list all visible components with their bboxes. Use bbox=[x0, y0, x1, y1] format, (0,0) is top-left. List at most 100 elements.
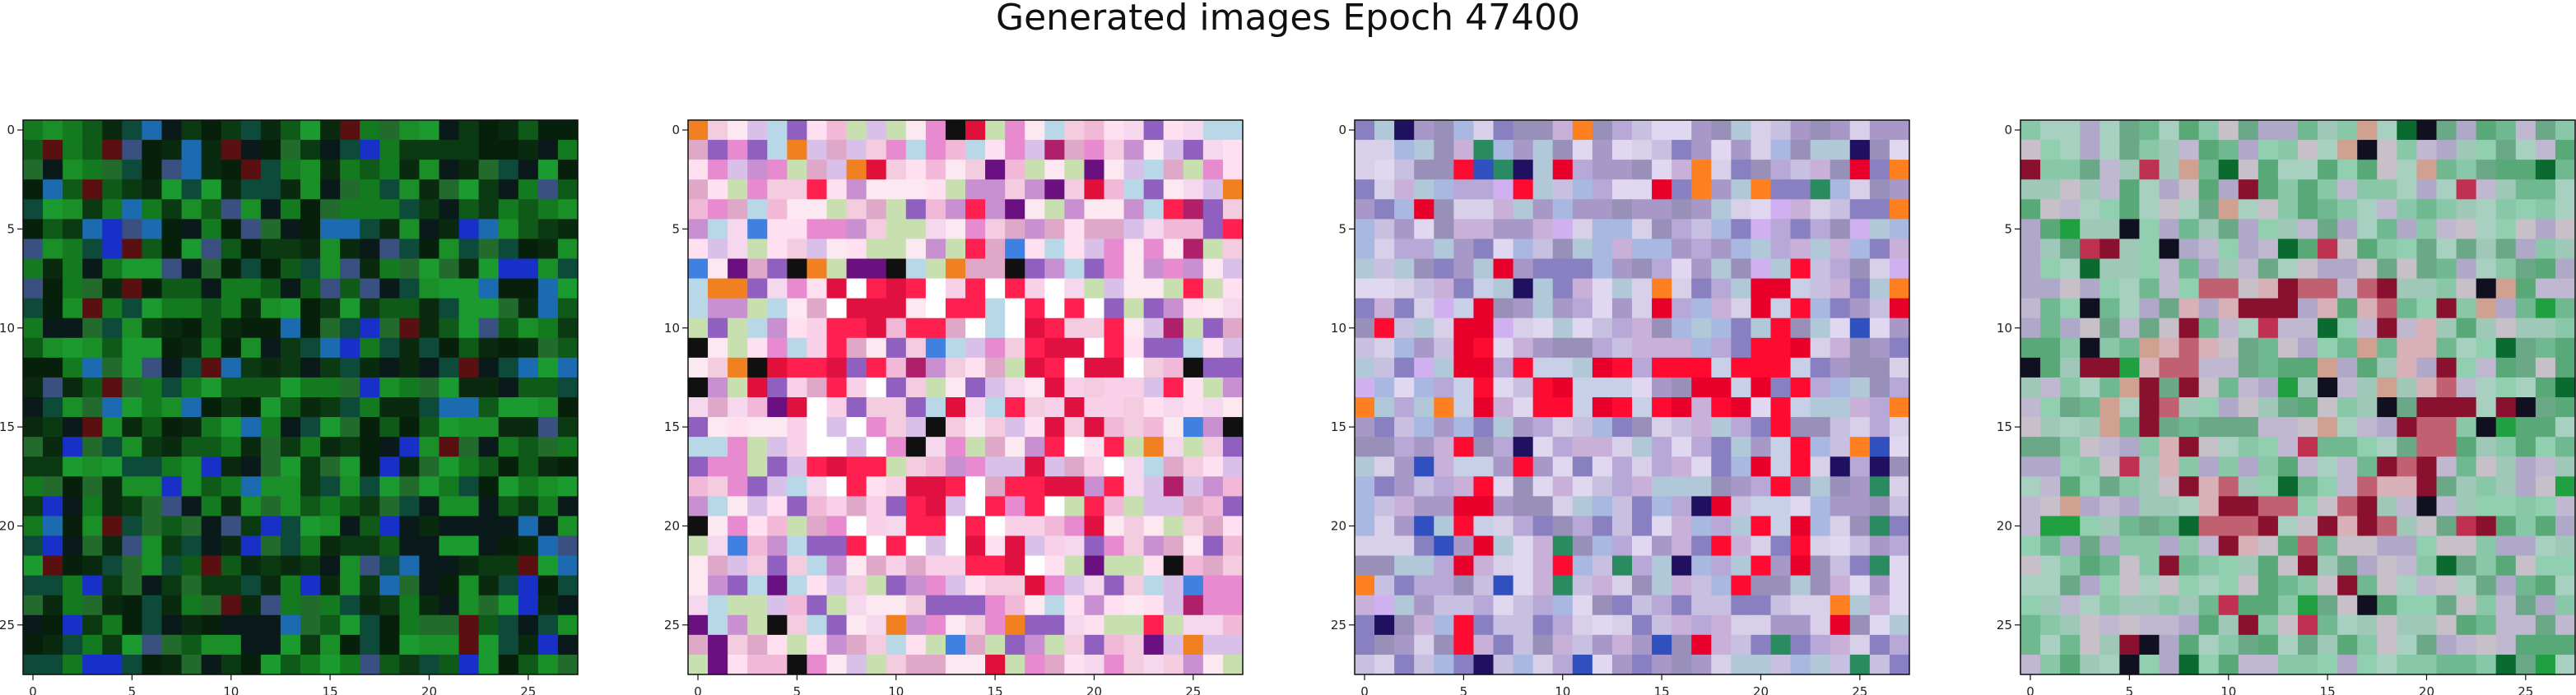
pixel-cell bbox=[1849, 496, 1871, 517]
pixel-cell bbox=[2277, 575, 2299, 596]
pixel-cell bbox=[2198, 456, 2220, 477]
pixel-cell bbox=[807, 278, 828, 299]
pixel-cell bbox=[1751, 535, 1772, 557]
pixel-cell bbox=[1691, 357, 1712, 378]
pixel-cell bbox=[181, 535, 202, 557]
pixel-cell bbox=[240, 397, 262, 418]
pixel-cell bbox=[2535, 654, 2556, 675]
pixel-cell bbox=[2555, 258, 2576, 280]
pixel-cell bbox=[2040, 377, 2061, 398]
pixel-cell bbox=[1394, 278, 1415, 299]
pixel-cell bbox=[728, 160, 748, 180]
pixel-cell bbox=[1374, 496, 1395, 517]
pixel-cell bbox=[63, 160, 83, 180]
pixel-cell bbox=[240, 199, 262, 220]
pixel-cell bbox=[2337, 278, 2358, 299]
pixel-cell bbox=[1414, 140, 1434, 160]
pixel-cell bbox=[2277, 516, 2299, 537]
pixel-cell bbox=[240, 555, 262, 577]
pixel-cell bbox=[82, 476, 103, 497]
pixel-cell bbox=[1869, 595, 1890, 616]
pixel-cell bbox=[300, 278, 321, 299]
pixel-cell bbox=[2080, 575, 2100, 596]
pixel-cell bbox=[688, 476, 709, 497]
pixel-cell bbox=[1202, 595, 1224, 616]
pixel-cell bbox=[2377, 160, 2397, 180]
pixel-cell bbox=[1064, 179, 1086, 200]
pixel-cell bbox=[925, 337, 946, 359]
pixel-cell bbox=[1084, 337, 1105, 359]
pixel-cell bbox=[728, 219, 748, 240]
pixel-cell bbox=[518, 219, 539, 240]
pixel-cell bbox=[1751, 140, 1772, 160]
pixel-cell bbox=[2020, 417, 2041, 438]
pixel-cell bbox=[1751, 476, 1772, 497]
pixel-cell bbox=[1005, 278, 1025, 299]
pixel-cell bbox=[1711, 456, 1732, 477]
pixel-cell bbox=[1025, 120, 1045, 141]
pixel-cell bbox=[2416, 614, 2438, 636]
pixel-cell bbox=[23, 476, 44, 497]
pixel-cell bbox=[557, 456, 579, 477]
pixel-cell bbox=[2436, 120, 2457, 141]
pixel-cell bbox=[122, 317, 143, 339]
pixel-cell bbox=[866, 160, 887, 180]
pixel-cell bbox=[2377, 535, 2397, 557]
pixel-cell bbox=[846, 140, 867, 160]
pixel-cell bbox=[807, 160, 828, 180]
pixel-cell bbox=[379, 278, 400, 299]
pixel-cell bbox=[1849, 239, 1871, 260]
pixel-cell bbox=[1202, 179, 1224, 200]
pixel-cell bbox=[905, 614, 927, 636]
pixel-cell bbox=[23, 160, 44, 180]
pixel-cell bbox=[2020, 357, 2041, 378]
pixel-cell bbox=[221, 298, 242, 319]
pixel-cell bbox=[1770, 258, 1792, 280]
pixel-cell bbox=[518, 437, 539, 457]
pixel-cell bbox=[1889, 377, 1910, 398]
pixel-cell bbox=[1652, 278, 1672, 299]
pixel-cell bbox=[43, 278, 63, 299]
pixel-cell bbox=[1005, 595, 1025, 616]
pixel-cell bbox=[2515, 614, 2536, 636]
pixel-cell bbox=[82, 614, 103, 636]
pixel-cell bbox=[458, 535, 480, 557]
pixel-cell bbox=[1414, 377, 1434, 398]
pixel-cell bbox=[518, 258, 539, 280]
pixel-cell bbox=[2555, 417, 2576, 438]
pixel-cell bbox=[1025, 496, 1045, 517]
pixel-cell bbox=[2397, 298, 2418, 319]
x-tick-label: 15 bbox=[323, 684, 338, 695]
pixel-cell bbox=[1434, 160, 1454, 180]
pixel-cell bbox=[122, 199, 143, 220]
pixel-cell bbox=[240, 476, 262, 497]
pixel-cell bbox=[2080, 298, 2100, 319]
pixel-cell bbox=[1084, 179, 1105, 200]
pixel-cell bbox=[2257, 258, 2279, 280]
pixel-cell bbox=[161, 298, 183, 319]
pixel-cell bbox=[826, 476, 848, 497]
pixel-cell bbox=[846, 239, 867, 260]
pixel-cell bbox=[2495, 199, 2517, 220]
pixel-cell bbox=[1810, 160, 1831, 180]
pixel-cell bbox=[1163, 120, 1184, 141]
pixel-cell bbox=[945, 634, 966, 656]
pixel-cell bbox=[498, 456, 519, 477]
pixel-cell bbox=[557, 317, 579, 339]
pixel-cell bbox=[1005, 555, 1025, 577]
pixel-cell bbox=[439, 278, 460, 299]
pixel-cell bbox=[728, 179, 748, 200]
pixel-cell bbox=[1434, 456, 1454, 477]
pixel-cell bbox=[2257, 397, 2279, 418]
pixel-cell bbox=[1123, 437, 1145, 457]
pixel-cell bbox=[161, 179, 183, 200]
pixel-cell bbox=[43, 298, 63, 319]
pixel-cell bbox=[945, 595, 966, 616]
pixel-cell bbox=[1473, 595, 1495, 616]
pixel-cell bbox=[886, 357, 907, 378]
pixel-cell bbox=[2020, 634, 2041, 656]
pixel-cell bbox=[1453, 595, 1475, 616]
pixel-cell bbox=[767, 535, 788, 557]
pixel-cell bbox=[478, 397, 500, 418]
pixel-cell bbox=[1453, 337, 1475, 359]
